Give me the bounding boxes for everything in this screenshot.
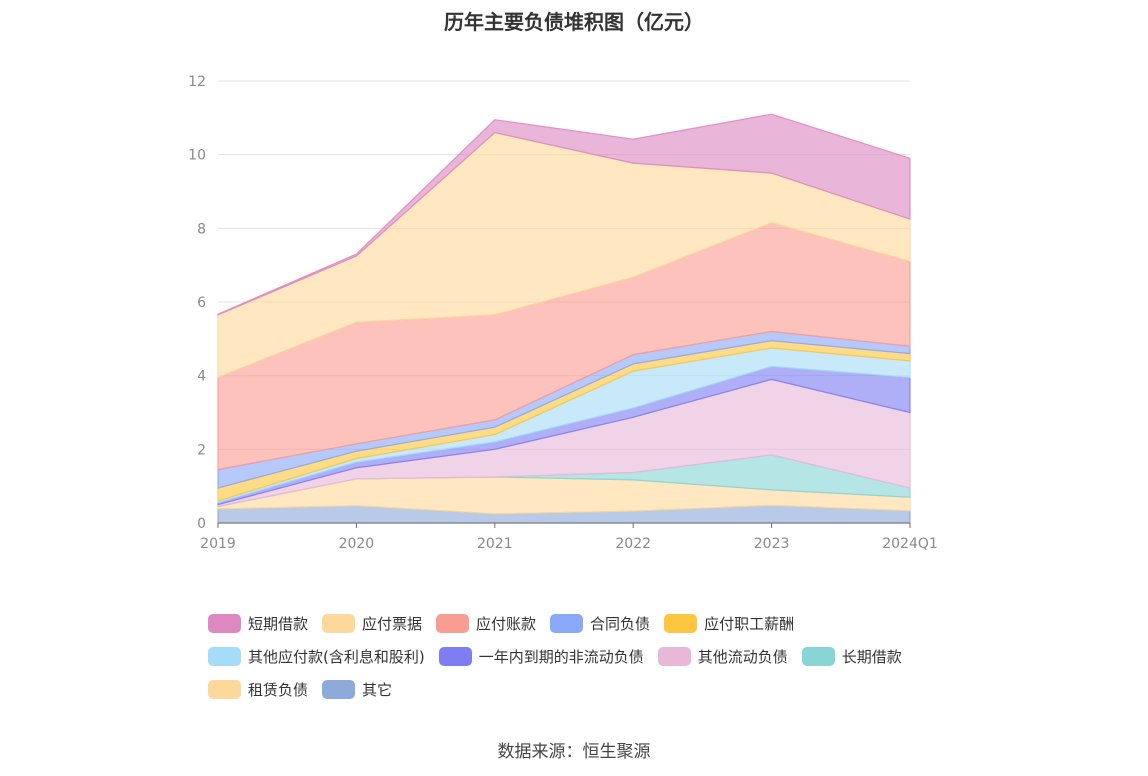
legend: 短期借款 应付票据 应付账款 合同负债 应付职工薪酬其他应付款(含利息和股利) 一年内到期… [208,607,968,706]
legend-item[interactable]: 一年内到期的非流动负债 [438,646,644,667]
stacked-area-chart: 0 2 4 6 8 10 12 2019 2020 2021 2022 2023 2024Q1 [188,74,938,552]
legend-swatch [664,614,698,633]
legend-row: 租赁负债 其它 [208,673,968,706]
x-tick-label: 2022 [615,536,651,552]
legend-label: 长期借款 [841,648,902,666]
legend-item[interactable]: 其他流动负债 [657,646,788,667]
legend-label: 合同负债 [590,615,651,633]
x-tick-label: 2021 [477,536,513,552]
legend-label: 其它 [362,681,393,699]
legend-swatch [208,614,241,633]
legend-item[interactable]: 长期借款 [801,646,902,667]
legend-swatch [436,614,470,633]
legend-swatch [208,647,241,666]
legend-item[interactable]: 短期借款 [208,613,308,634]
y-tick-label: 8 [197,221,206,237]
legend-item[interactable]: 应付账款 [436,613,536,634]
legend-row: 短期借款 应付票据 应付账款 合同负债 应付职工薪酬 [208,607,968,640]
legend-label: 一年内到期的非流动负债 [478,648,644,666]
y-tick-label: 6 [197,295,206,311]
y-tick-label: 12 [188,74,206,90]
axes: 0 2 4 6 8 10 12 2019 2020 2021 2022 2023 2024Q1 [188,74,938,552]
legend-swatch [208,680,241,699]
area-series [217,113,911,524]
y-tick-label: 0 [197,516,206,532]
x-tick-label: 2019 [200,536,236,552]
data-source-note: 数据来源：恒生聚源 [497,742,651,762]
legend-item[interactable]: 其它 [322,679,392,700]
legend-item[interactable]: 应付职工薪酬 [664,613,794,634]
y-tick-label: 2 [197,442,206,458]
legend-row: 其他应付款(含利息和股利) 一年内到期的非流动负债 其他流动负债 长期借款 [208,640,968,673]
legend-label: 应付账款 [476,615,537,633]
y-tick-label: 10 [188,148,206,164]
legend-label: 其他应付款(含利息和股利) [248,648,425,666]
legend-swatch [438,647,472,666]
x-tick-label: 2020 [339,536,375,552]
legend-label: 应付职工薪酬 [704,615,795,633]
legend-label: 其他流动负债 [697,648,788,666]
legend-item[interactable]: 合同负债 [550,613,650,634]
legend-swatch [322,614,356,633]
area-series-10 [217,113,911,316]
x-tick-label: 2024Q1 [882,536,938,552]
legend-swatch [801,647,835,666]
legend-item[interactable]: 其他应付款(含利息和股利) [208,646,425,667]
y-tick-label: 4 [197,369,206,385]
legend-swatch [322,680,356,699]
legend-swatch [550,614,584,633]
legend-label: 短期借款 [248,615,309,633]
chart-title: 历年主要负债堆积图（亿元） [444,10,704,34]
legend-item[interactable]: 租赁负债 [208,679,308,700]
legend-item[interactable]: 应付票据 [322,613,422,634]
legend-label: 应付票据 [362,615,423,633]
legend-label: 租赁负债 [248,681,309,699]
x-tick-label: 2023 [754,536,790,552]
legend-swatch [657,647,691,666]
